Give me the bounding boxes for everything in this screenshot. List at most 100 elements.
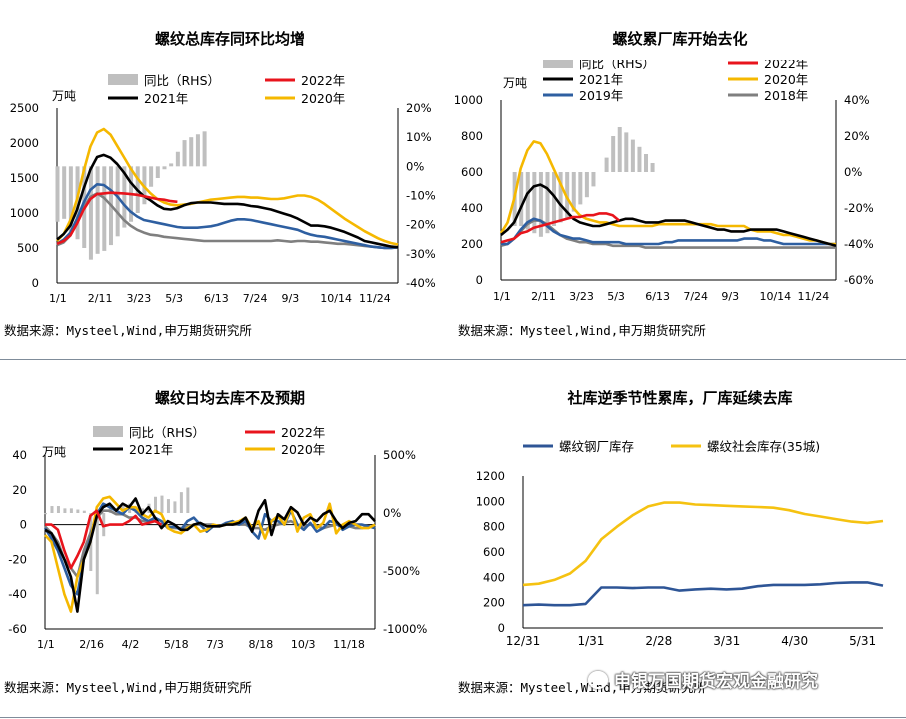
y2-tick-label: -60% <box>844 273 874 287</box>
y-tick-label: 2500 <box>10 101 39 115</box>
legend-label: 2022年 <box>281 425 325 440</box>
series-line-y2021 <box>500 183 837 248</box>
yoy-bar <box>44 513 47 515</box>
y2-tick-label: 0% <box>844 165 862 179</box>
x-tick-label: 7/24 <box>243 292 268 305</box>
separator-line <box>0 359 906 360</box>
y2-tick-label: 40% <box>844 93 870 107</box>
yoy-bar <box>149 166 154 187</box>
x-tick-label: 1/1 <box>37 638 55 651</box>
data-source-note: 数据来源：Mysteel,Wind,申万期货研究所 <box>458 680 706 695</box>
y-tick-label: 2000 <box>10 136 39 150</box>
yoy-bar <box>189 137 194 167</box>
y-tick-label: 800 <box>461 129 483 143</box>
legend-label: 2020年 <box>301 91 345 106</box>
yoy-bar <box>102 166 107 251</box>
yoy-bar <box>95 166 100 254</box>
legend-swatch-bar <box>108 74 138 85</box>
watermark-text: 申银万国期货宏观金融研究 <box>614 672 818 692</box>
chart-title-factory-inventory: 螺纹累厂库开始去化 <box>612 30 748 48</box>
y2-tick-label: -30% <box>406 247 436 261</box>
chart-daily-destock: -60 -40 -20 0 20 40 万吨 -1000% -500% 0% 500% 1/1 2/16… <box>8 425 427 651</box>
x-tick-label: 11/24 <box>359 292 391 305</box>
y-tick-label: 0 <box>476 273 483 287</box>
legend-label: 2021年 <box>144 91 188 106</box>
yoy-bar <box>63 508 67 513</box>
yoy-bar <box>182 140 187 167</box>
x-tick-label: 2/28 <box>645 634 672 648</box>
x-tick-label: 12/31 <box>506 634 541 648</box>
x-tick-label: 11/18 <box>333 638 365 651</box>
legend-label: 同比（RHS） <box>129 425 205 440</box>
yoy-bar <box>202 131 207 167</box>
y-tick-label: 1000 <box>10 206 39 220</box>
yoy-bar <box>538 172 543 237</box>
legend-label: 2020年 <box>281 442 325 457</box>
x-tick-label: 6/13 <box>645 290 670 303</box>
y2-tick-label: 20% <box>406 101 432 115</box>
data-source-note: 数据来源：Mysteel,Wind,申万期货研究所 <box>4 680 252 695</box>
x-tick-label: 4/30 <box>781 634 808 648</box>
legend-label: 同比（RHS） <box>144 73 220 88</box>
chart-total-inventory: 0 500 1000 1500 2000 2500 万吨 -40% -30% -20% -10% 0%… <box>10 73 436 305</box>
x-tick-label: 3/23 <box>569 290 594 303</box>
yoy-bar <box>630 139 635 172</box>
x-tick-label: 5/3 <box>165 292 183 305</box>
yoy-bar <box>82 510 86 513</box>
x-tick-label: 1/1 <box>493 290 511 303</box>
yoy-bar <box>162 166 167 170</box>
legend-swatch-bar <box>543 60 573 68</box>
chart-title-total-inventory: 螺纹总库存同环比均增 <box>154 30 305 48</box>
y2-tick-label: 0% <box>383 506 401 520</box>
yoy-bar <box>552 172 557 226</box>
yoy-bar <box>650 163 655 172</box>
legend-label: 螺纹社会库存(35城) <box>707 439 820 454</box>
yoy-bar <box>571 172 576 212</box>
y-tick-label: 1200 <box>476 469 505 483</box>
y2-tick-label: -500% <box>383 564 420 578</box>
legend-label: 螺纹钢厂库存 <box>559 439 634 454</box>
series-line-y2018 <box>56 192 399 250</box>
x-tick-label: 11/24 <box>798 290 830 303</box>
yoy-bar <box>69 508 73 513</box>
x-tick-label: 6/13 <box>204 292 229 305</box>
y2-tick-label: -40% <box>844 237 874 251</box>
x-tick-label: 3/23 <box>127 292 152 305</box>
x-tick-label: 5/31 <box>849 634 876 648</box>
x-tick-label: 7/3 <box>206 638 224 651</box>
watermark: 申银万国期货宏观金融研究 <box>588 667 818 692</box>
chart-social-vs-factory: 0 200 400 600 800 1000 1200 12/31 1/31 2/28 3/31 4/… <box>476 439 884 648</box>
y-tick-label: 800 <box>483 520 505 534</box>
yoy-bar <box>617 127 622 172</box>
yoy-bar <box>525 172 530 230</box>
series-line-y2018 <box>44 509 376 579</box>
x-tick-label: 5/18 <box>164 638 189 651</box>
y-tick-label: 200 <box>483 596 505 610</box>
yoy-bar <box>644 154 649 172</box>
yoy-bar <box>88 166 93 260</box>
yoy-bar <box>611 136 616 172</box>
data-source-note: 数据来源：Mysteel,Wind,申万期货研究所 <box>4 323 252 338</box>
x-tick-label: 1/31 <box>577 634 604 648</box>
yoy-bar <box>56 506 60 513</box>
yoy-bar <box>591 172 596 187</box>
y-tick-label: 1000 <box>454 93 483 107</box>
yoy-bar <box>55 166 60 222</box>
separator-line-bottom <box>0 717 906 718</box>
series-line-y2020 <box>499 140 836 246</box>
series-line-y2022 <box>500 212 621 244</box>
y2-tick-label: 500% <box>383 448 416 462</box>
x-tick-label: 7/24 <box>683 290 708 303</box>
yoy-bar <box>558 172 563 223</box>
y-tick-label: 0 <box>32 276 39 290</box>
series-line-y2021 <box>44 497 376 613</box>
yoy-bar <box>578 172 583 205</box>
yoy-bar <box>76 509 80 513</box>
x-tick-label: 9/3 <box>282 292 300 305</box>
x-tick-label: 1/1 <box>49 292 67 305</box>
series-line-y2022 <box>45 509 163 570</box>
y2-tick-label: -20% <box>844 201 874 215</box>
y-tick-label: 0 <box>20 518 27 532</box>
y-axis-unit: 万吨 <box>52 89 76 103</box>
legend-label: 2022年 <box>301 73 345 88</box>
